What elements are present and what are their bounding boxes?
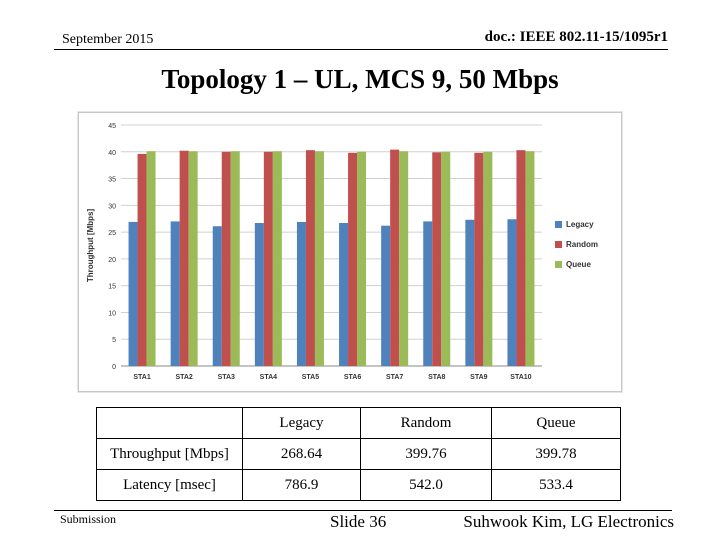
bar <box>272 151 282 366</box>
bar <box>390 149 400 366</box>
table-header-cell <box>96 407 243 439</box>
table-cell: 533.4 <box>491 469 621 501</box>
x-tick-label: STA9 <box>470 374 487 381</box>
x-tick-label: STA4 <box>260 374 277 381</box>
bar <box>483 151 493 366</box>
y-tick-label: 20 <box>108 257 116 264</box>
legend-label: Legacy <box>566 220 594 229</box>
y-tick-label: 10 <box>108 310 116 317</box>
table-row: Latency [msec] 786.9 542.0 533.4 <box>96 469 621 501</box>
x-tick-label: STA1 <box>133 374 150 381</box>
bar <box>230 151 240 366</box>
bar <box>381 225 391 366</box>
bar <box>507 219 517 366</box>
footer-rule <box>54 510 672 511</box>
table-cell: 399.78 <box>491 438 621 470</box>
header-date: September 2015 <box>62 32 154 47</box>
y-tick-label: 35 <box>108 177 116 184</box>
bar <box>296 221 306 366</box>
throughput-chart: 0 5 10 15 20 25 30 35 40 45 STA1 STA2 STA3 STA4 STA5 ST… <box>78 112 622 392</box>
x-tick-label: STA5 <box>302 374 319 381</box>
footer-slide-number: Slide 36 <box>330 512 387 531</box>
x-tick-label: STA3 <box>218 374 235 381</box>
results-table: Legacy Random Queue Throughput [Mbps] 26… <box>96 407 621 501</box>
x-tick-label: STA10 <box>510 374 531 381</box>
legend-swatch <box>555 261 562 268</box>
bar <box>221 151 231 366</box>
x-tick-label: STA6 <box>344 374 361 381</box>
table-header-cell: Queue <box>491 407 621 439</box>
bar <box>179 150 189 366</box>
legend-swatch <box>555 241 562 248</box>
bar <box>474 152 484 366</box>
table-cell: 399.76 <box>360 438 492 470</box>
header-doc-id: doc.: IEEE 802.11-15/1095r1 <box>484 29 668 45</box>
chart-svg: 0 5 10 15 20 25 30 35 40 45 STA1 STA2 STA3 STA4 STA5 ST… <box>86 123 598 381</box>
bar <box>137 153 147 366</box>
footer-submission: Submission <box>60 512 117 526</box>
bar <box>305 150 315 366</box>
slide-title: Topology 1 – UL, MCS 9, 50 Mbps <box>161 64 559 94</box>
bar <box>146 151 156 366</box>
bar <box>399 151 409 366</box>
legend-label: Random <box>566 240 598 249</box>
bar <box>263 151 273 366</box>
table-cell: Latency [msec] <box>96 469 243 501</box>
bar <box>254 223 264 366</box>
bar <box>423 221 433 366</box>
table-cell: 542.0 <box>360 469 492 501</box>
bar <box>432 152 442 366</box>
legend-swatch <box>555 221 562 228</box>
bar <box>188 151 198 366</box>
table-header-row: Legacy Random Queue <box>96 407 621 439</box>
y-tick-label: 40 <box>108 150 116 157</box>
bar <box>170 221 180 366</box>
y-tick-label: 5 <box>112 337 116 344</box>
table-cell: 786.9 <box>242 469 361 501</box>
y-tick-label: 15 <box>108 284 116 291</box>
bar <box>441 151 451 366</box>
y-tick-label: 0 <box>112 364 116 371</box>
bar <box>339 223 349 366</box>
y-tick-label: 25 <box>108 230 116 237</box>
footer-author: Suhwook Kim, LG Electronics <box>463 512 674 531</box>
header-rule <box>54 49 668 50</box>
table-row: Throughput [Mbps] 268.64 399.76 399.78 <box>96 438 621 470</box>
y-tick-label: 45 <box>108 123 116 130</box>
table-cell: 268.64 <box>242 438 361 470</box>
table-header-cell: Legacy <box>242 407 361 439</box>
bar <box>525 151 535 366</box>
table-cell: Throughput [Mbps] <box>96 438 243 470</box>
legend-label: Queue <box>566 260 591 269</box>
table-header-cell: Random <box>360 407 492 439</box>
y-tick-label: 30 <box>108 203 116 210</box>
bar <box>465 219 475 366</box>
bar <box>314 151 324 366</box>
bar <box>128 221 138 366</box>
bar <box>516 150 526 366</box>
y-axis-label: Throughput [Mbps] <box>86 209 95 283</box>
x-tick-label: STA8 <box>428 374 445 381</box>
bar <box>348 152 358 366</box>
x-tick-label: STA2 <box>175 374 192 381</box>
bar <box>212 226 222 366</box>
x-tick-label: STA7 <box>386 374 403 381</box>
bar <box>357 151 367 366</box>
